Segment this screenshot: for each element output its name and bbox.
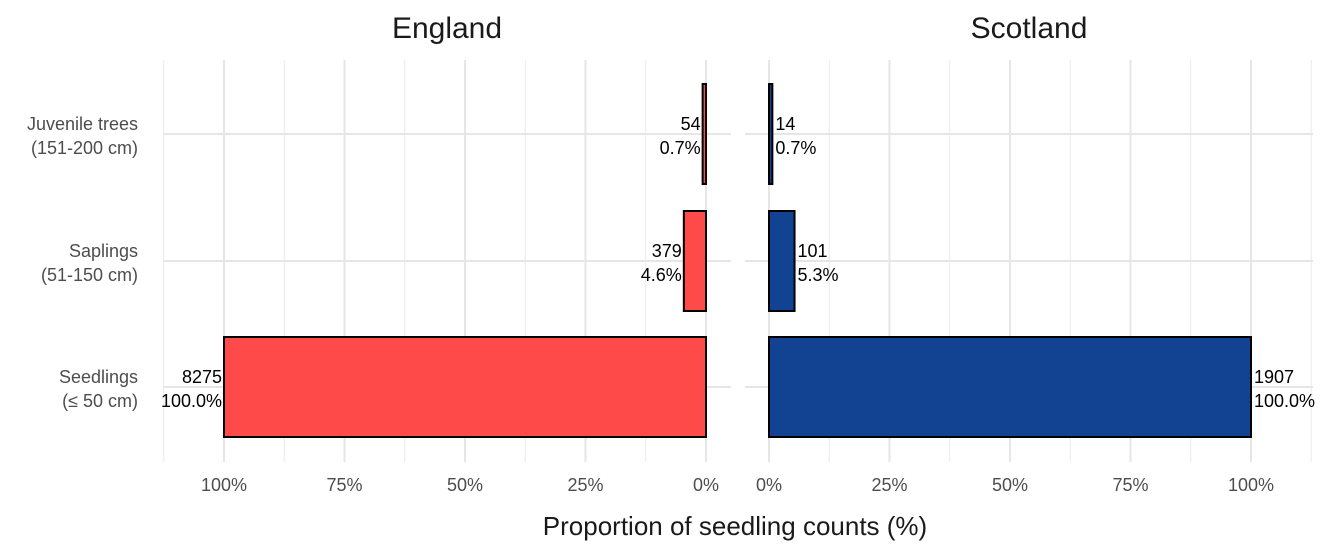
england-percent-label: 100.0% bbox=[161, 391, 222, 411]
scotland-x-tick-label: 100% bbox=[1228, 475, 1274, 495]
scotland-bar bbox=[768, 210, 796, 312]
england-count-label: 8275 bbox=[182, 367, 222, 387]
england-x-tick-label: 0% bbox=[693, 475, 719, 495]
england-count-label: 54 bbox=[681, 114, 701, 134]
england-bar bbox=[682, 210, 708, 312]
scotland-count-label: 101 bbox=[798, 241, 828, 261]
england-count-label: 379 bbox=[652, 241, 682, 261]
scotland-bar bbox=[768, 83, 774, 185]
scotland-count-label: 1907 bbox=[1254, 367, 1294, 387]
england-percent-label: 4.6% bbox=[641, 265, 682, 285]
y-category-label: Seedlings bbox=[59, 367, 138, 387]
england-x-tick-label: 75% bbox=[326, 475, 362, 495]
england-panel-title: England bbox=[392, 12, 502, 45]
scotland-x-tick-label: 25% bbox=[871, 475, 907, 495]
england-x-tick-label: 50% bbox=[447, 475, 483, 495]
y-category-label: (≤ 50 cm) bbox=[62, 391, 138, 411]
scotland-count-label: 14 bbox=[775, 114, 795, 134]
scotland-x-tick-label: 75% bbox=[1112, 475, 1148, 495]
scotland-percent-label: 0.7% bbox=[775, 138, 816, 158]
england-x-tick-label: 25% bbox=[567, 475, 603, 495]
scotland-bar bbox=[768, 336, 1252, 438]
scotland-x-tick-label: 50% bbox=[992, 475, 1028, 495]
y-category-label: (51-150 cm) bbox=[41, 265, 138, 285]
x-axis-label: Proportion of seedling counts (%) bbox=[543, 511, 927, 541]
scotland-panel-title: Scotland bbox=[971, 12, 1088, 45]
england-x-tick-label: 100% bbox=[201, 475, 247, 495]
y-category-label: Saplings bbox=[69, 241, 138, 261]
england-bar bbox=[701, 83, 707, 185]
england-percent-label: 0.7% bbox=[660, 138, 701, 158]
bar-layer bbox=[223, 83, 1252, 438]
y-category-label: (151-200 cm) bbox=[31, 138, 138, 158]
label-layer: England 0% 25% 50% 75% 100% 54 0.7% 379 4.6% 8275 1… bbox=[27, 12, 1315, 541]
y-category-label: Juvenile trees bbox=[27, 114, 138, 134]
scotland-x-tick-label: 0% bbox=[756, 475, 782, 495]
scotland-percent-label: 100.0% bbox=[1254, 391, 1315, 411]
england-bar bbox=[223, 336, 707, 438]
scotland-percent-label: 5.3% bbox=[798, 265, 839, 285]
